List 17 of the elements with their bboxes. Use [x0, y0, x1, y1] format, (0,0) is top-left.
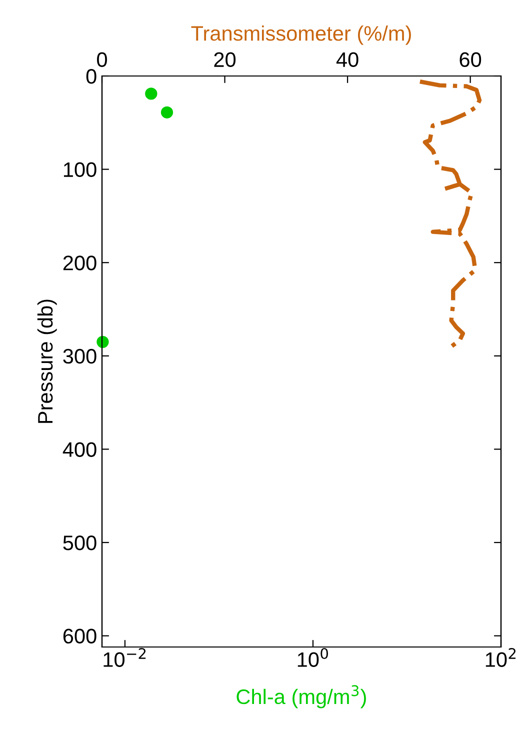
y-tick-label: 400: [62, 442, 96, 457]
x2-tick-label: 20: [214, 52, 236, 68]
x-tick-label: 10$^{2}$: [486, 648, 516, 668]
x2-tick-label: 0: [97, 52, 107, 68]
y-tick-label: 100: [64, 162, 96, 178]
x2-tick-label: 40: [336, 52, 358, 68]
y-axis-title: Pressure (db): [37, 300, 57, 423]
y-tick-label: 500: [63, 536, 96, 550]
x-axis-title: Chl-a (mg/m$^{3}$): [236, 685, 366, 708]
x2-tick-label: 60: [460, 52, 482, 68]
x2-axis-title: Transmissometer (%/m): [191, 26, 411, 45]
x-tick-label: 10$^{−2}$: [104, 648, 146, 668]
y-tick-label: 200: [63, 256, 96, 270]
x-tick-label: 10$^{0}$: [298, 648, 328, 668]
y-tick-label: 600: [63, 628, 96, 644]
y-tick-label: 0: [86, 69, 96, 84]
y-tick-label: 300: [63, 348, 96, 364]
